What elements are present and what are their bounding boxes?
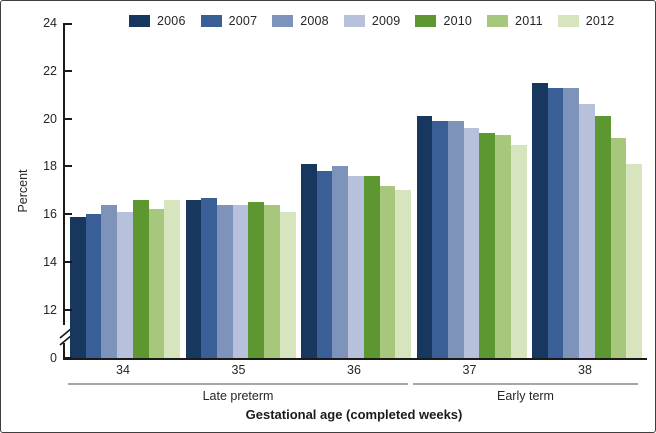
bar-2007-week38 bbox=[547, 87, 564, 358]
bracket-label: Late preterm bbox=[202, 389, 274, 403]
y-tick-mark bbox=[65, 117, 72, 120]
legend-item: 2008 bbox=[272, 14, 329, 28]
legend-swatch-2012 bbox=[557, 15, 579, 27]
legend-item: 2010 bbox=[415, 14, 472, 28]
bar-2011-week37 bbox=[495, 135, 511, 358]
y-tick-mark bbox=[65, 213, 72, 216]
bar-2010-week35 bbox=[248, 202, 265, 358]
bar-2007-week35 bbox=[201, 197, 217, 358]
legend: 2006 2007 2008 2009 2010 2011 2012 bbox=[129, 14, 614, 28]
bracket-line bbox=[413, 383, 638, 385]
bar-2011-week36 bbox=[379, 185, 396, 358]
bar-2012-week36 bbox=[395, 190, 412, 358]
bar-2010-week34 bbox=[132, 199, 149, 358]
legend-label: 2012 bbox=[585, 14, 615, 28]
bar-2012-week35 bbox=[279, 211, 296, 358]
y-axis-title: Percent bbox=[16, 169, 30, 213]
y-tick-label: 0 bbox=[50, 351, 57, 365]
y-tick-label: 20 bbox=[43, 111, 57, 126]
bar-2012-week37 bbox=[510, 144, 527, 358]
legend-item: 2007 bbox=[200, 14, 258, 28]
y-tick-mark bbox=[65, 165, 72, 168]
legend-swatch-2009 bbox=[343, 15, 365, 27]
legend-label: 2006 bbox=[157, 14, 186, 28]
bar-2006-week35 bbox=[185, 199, 202, 358]
bar-2009-week36 bbox=[348, 176, 364, 358]
plot-area: 24 22 20 18 16 14 12 0 bbox=[43, 16, 647, 365]
x-axis-title: Gestational age (completed weeks) bbox=[245, 407, 463, 422]
bar-2012-week34 bbox=[164, 199, 181, 358]
bar-2010-week36 bbox=[363, 176, 380, 358]
bar-group-34 bbox=[70, 23, 181, 358]
y-tick-label: 16 bbox=[43, 207, 57, 222]
bar-2008-week38 bbox=[563, 87, 580, 358]
x-category-label: 34 bbox=[116, 363, 130, 377]
bar-group-38 bbox=[532, 23, 643, 358]
bar-2011-week38 bbox=[610, 137, 627, 358]
bar-2010-week37 bbox=[479, 132, 496, 358]
legend-label: 2008 bbox=[300, 14, 329, 28]
x-category-label: 37 bbox=[462, 363, 477, 377]
bar-group-35 bbox=[185, 23, 296, 358]
y-tick-label: 24 bbox=[43, 16, 57, 30]
legend-item: 2006 bbox=[129, 14, 186, 28]
legend-label: 2007 bbox=[228, 14, 258, 28]
bar-2011-week34 bbox=[148, 209, 165, 358]
bar-2011-week35 bbox=[264, 204, 280, 358]
bar-2006-week37 bbox=[416, 116, 433, 358]
bar-2008-week35 bbox=[216, 204, 233, 358]
y-tick-mark bbox=[65, 261, 72, 263]
legend-swatch-2006 bbox=[129, 15, 150, 27]
category-brackets: Late preterm Early term bbox=[63, 383, 645, 423]
legend-item: 2011 bbox=[487, 14, 543, 28]
x-category-row: 34 35 36 37 38 bbox=[63, 363, 645, 377]
bracket-label: Early term bbox=[497, 389, 554, 403]
bar-2012-week38 bbox=[626, 164, 643, 358]
bracket-line bbox=[68, 383, 408, 385]
bar-groups bbox=[65, 23, 647, 358]
bar-2009-week37 bbox=[463, 128, 480, 358]
legend-item: 2009 bbox=[343, 14, 401, 28]
y-tick-mark bbox=[65, 308, 72, 311]
y-tick-label: 18 bbox=[43, 159, 57, 174]
legend-swatch-2007 bbox=[200, 15, 222, 27]
legend-swatch-2011 bbox=[487, 15, 509, 27]
bar-2009-week38 bbox=[579, 104, 595, 358]
bar-2007-week34 bbox=[85, 214, 102, 358]
x-category-label: 35 bbox=[231, 363, 246, 377]
bar-2008-week37 bbox=[447, 121, 464, 358]
bar-2007-week36 bbox=[316, 171, 333, 358]
bar-2006-week34 bbox=[70, 216, 86, 358]
y-tick-mark bbox=[65, 357, 72, 359]
bar-group-37 bbox=[416, 23, 527, 358]
legend-label: 2009 bbox=[371, 14, 401, 28]
bar-2010-week38 bbox=[594, 116, 611, 358]
legend-item: 2012 bbox=[557, 14, 615, 28]
bar-2008-week34 bbox=[101, 204, 118, 358]
y-tick-label: 22 bbox=[43, 63, 57, 78]
bar-2007-week37 bbox=[432, 121, 448, 358]
legend-label: 2011 bbox=[515, 14, 543, 28]
y-tick-mark bbox=[65, 69, 72, 72]
y-tick-label: 12 bbox=[43, 302, 57, 317]
bar-2006-week38 bbox=[532, 82, 548, 358]
y-tick-mark bbox=[65, 23, 72, 25]
bar-group-36 bbox=[301, 23, 412, 358]
x-category-label: 38 bbox=[578, 363, 592, 377]
legend-swatch-2008 bbox=[272, 15, 294, 27]
bar-2006-week36 bbox=[301, 164, 317, 358]
bar-2009-week35 bbox=[232, 204, 249, 358]
y-tick-label: 14 bbox=[43, 255, 57, 269]
legend-swatch-2010 bbox=[415, 15, 437, 27]
bar-2009-week34 bbox=[117, 211, 133, 358]
x-category-label: 36 bbox=[347, 363, 361, 377]
legend-label: 2010 bbox=[443, 14, 473, 28]
bar-2008-week36 bbox=[332, 166, 349, 358]
